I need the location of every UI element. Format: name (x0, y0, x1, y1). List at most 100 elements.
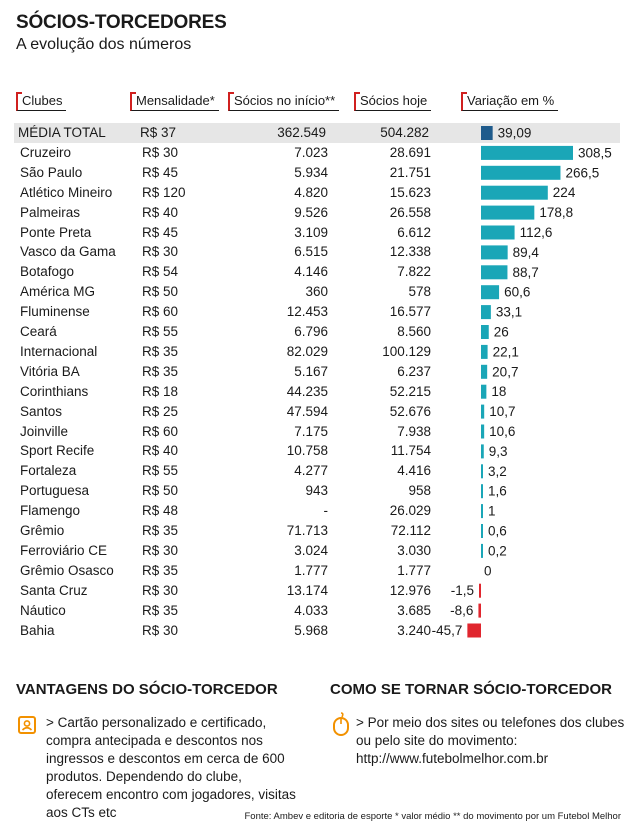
club-name: Corinthians (20, 383, 89, 399)
data-label: 9,3 (489, 444, 508, 459)
data-label: 89,4 (513, 245, 540, 260)
current-members: 3.685 (397, 602, 431, 618)
table-row: Vasco da Gama R$ 30 6.515 12.338 (16, 242, 620, 262)
data-label: -1,5 (451, 583, 474, 598)
header-socios-hoje: Sócios hoje (354, 92, 432, 111)
fee-value: R$ 30 (142, 622, 179, 638)
club-name: Santa Cruz (20, 582, 88, 598)
bar-palmeiras (481, 205, 535, 220)
start-members: 5.167 (294, 363, 328, 379)
table-row: São Paulo R$ 45 5.934 21.751 (16, 163, 620, 183)
start-members: 3.024 (294, 542, 328, 558)
fee-value: R$ 35 (142, 523, 179, 538)
current-members: 504.282 (380, 125, 429, 140)
current-members: 100.129 (382, 343, 431, 359)
fee-value: R$ 120 (142, 184, 186, 200)
bar-corinthians (481, 384, 487, 399)
fee-value: R$ 25 (142, 403, 179, 419)
start-members: 44.235 (286, 383, 328, 399)
table-row: Fortaleza R$ 55 4.277 4.416 (16, 461, 620, 481)
advantages-text: > Cartão personalizado e certificado, co… (46, 715, 296, 820)
bar-flamengo (481, 504, 483, 519)
table-row: Flamengo R$ 48 - 26.029 (16, 501, 620, 521)
club-name: Flamengo (20, 503, 81, 519)
bar-santa-cruz (479, 583, 481, 598)
fee-value: R$ 54 (142, 264, 179, 280)
club-name: Fluminense (20, 304, 90, 320)
table-row: Ceará R$ 55 6.796 8.560 (16, 322, 620, 342)
club-name: Sport Recife (20, 443, 95, 459)
table-row: Santa Cruz R$ 30 13.174 12.976 (16, 581, 620, 601)
fee-value: R$ 50 (142, 483, 179, 499)
chart-subtitle: A evolução dos números (16, 36, 192, 53)
data-label: 33,1 (496, 305, 522, 320)
bar-internacional (481, 344, 488, 359)
fee-value: R$ 40 (142, 443, 179, 459)
bar-náutico (478, 603, 481, 618)
bar-vitória-ba (481, 364, 488, 379)
data-label: 39,09 (498, 126, 532, 141)
start-members: 362.549 (277, 125, 326, 140)
table-row: Cruzeiro R$ 30 7.023 28.691 (16, 143, 620, 163)
bar-grêmio (481, 524, 483, 538)
fee-value: R$ 55 (142, 324, 179, 339)
start-members: 1.777 (294, 562, 328, 578)
data-label: 22,1 (493, 344, 519, 359)
club-name: MÉDIA TOTAL (18, 125, 106, 140)
current-members: 52.215 (389, 383, 431, 399)
fee-value: R$ 35 (142, 562, 179, 578)
current-members: 1.777 (397, 562, 431, 578)
current-members: 12.976 (389, 582, 431, 598)
club-name: Náutico (20, 602, 66, 618)
current-members: 7.938 (397, 423, 431, 439)
fee-value: R$ 60 (142, 423, 179, 439)
data-label: 224 (553, 185, 576, 200)
club-name: Bahia (20, 622, 55, 638)
fee-value: R$ 40 (142, 204, 179, 220)
start-members: 6.515 (294, 244, 328, 260)
source-note: Fonte: Ambev e editoria de esporte * val… (244, 811, 622, 822)
data-label: 60,6 (504, 285, 530, 300)
bar-santos (481, 404, 485, 419)
current-members: 12.338 (389, 244, 431, 260)
club-name: Palmeiras (20, 204, 81, 220)
bar-atlético-mineiro (481, 185, 548, 200)
fee-value: R$ 30 (142, 582, 179, 598)
table-row: Ponte Preta R$ 45 3.109 6.612 (16, 223, 620, 243)
fee-value: R$ 30 (142, 542, 179, 558)
start-members: 7.023 (294, 144, 328, 160)
current-members: 72.112 (390, 523, 431, 538)
current-members: 4.416 (397, 463, 431, 479)
club-name: Botafogo (20, 264, 75, 280)
data-label: 0,2 (488, 543, 507, 558)
data-label: 10,7 (489, 404, 515, 419)
advantages-title: VANTAGENS DO SÓCIO-TORCEDOR (16, 681, 278, 698)
table-row: Náutico R$ 35 4.033 3.685 (16, 601, 620, 621)
club-name: Vitória BA (20, 363, 80, 379)
header-mensalidade: Mensalidade* (130, 92, 219, 111)
club-name: Fortaleza (20, 463, 77, 479)
club-name: Portuguesa (20, 483, 90, 499)
table-row: Palmeiras R$ 40 9.526 26.558 (16, 203, 620, 223)
fee-value: R$ 35 (142, 343, 179, 359)
current-members: 3.030 (397, 542, 431, 558)
current-members: 3.240 (397, 622, 431, 638)
current-members: 26.558 (389, 204, 431, 220)
start-members: 3.109 (294, 224, 328, 240)
table-row: Fluminense R$ 60 12.453 16.577 (16, 302, 620, 322)
bar-fluminense (481, 305, 491, 320)
data-label: 26 (494, 325, 509, 340)
table-row-total: MÉDIA TOTAL R$ 37 362.549 504.282 (14, 123, 620, 143)
current-members: 11.754 (390, 443, 431, 459)
header-variacao: Variação em % (461, 92, 559, 111)
fee-value: R$ 45 (142, 164, 179, 180)
start-members: 4.820 (294, 184, 328, 200)
club-name: Grêmio Osasco (20, 562, 114, 578)
fee-value: R$ 45 (142, 224, 179, 240)
current-members: 958 (408, 483, 431, 499)
fee-value: R$ 55 (142, 463, 179, 479)
data-label: 266,5 (565, 165, 599, 180)
current-members: 578 (408, 284, 431, 300)
